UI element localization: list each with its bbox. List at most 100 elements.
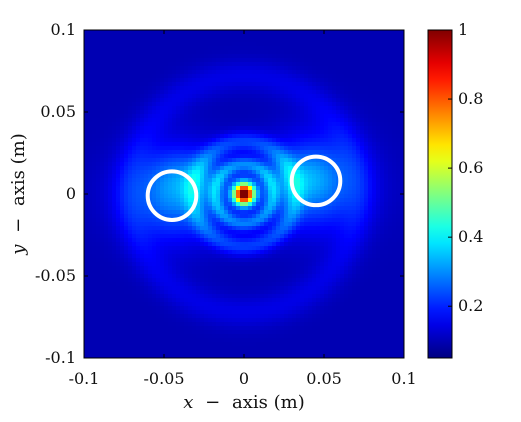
heatmap-cell (204, 206, 209, 211)
heatmap-cell (320, 110, 325, 115)
heatmap-cell (308, 126, 313, 131)
heatmap-cell (220, 226, 225, 231)
heatmap-cell (232, 214, 237, 219)
heatmap-cell (392, 70, 397, 75)
heatmap-cell (128, 94, 133, 99)
heatmap-cell (188, 218, 193, 223)
heatmap-cell (236, 170, 241, 175)
heatmap-cell (152, 226, 157, 231)
heatmap-cell (340, 46, 345, 51)
heatmap-cell (196, 242, 201, 247)
heatmap-cell (216, 102, 221, 107)
heatmap-cell (328, 74, 333, 79)
heatmap-cell (244, 122, 249, 127)
heatmap-cell (224, 230, 229, 235)
heatmap-cell (176, 62, 181, 67)
heatmap-cell (216, 230, 221, 235)
heatmap-cell (396, 50, 401, 55)
heatmap-cell (216, 226, 221, 231)
heatmap-cell (400, 162, 404, 167)
heatmap-cell (212, 278, 217, 283)
heatmap-cell (200, 138, 205, 143)
heatmap-cell (140, 114, 145, 119)
heatmap-cell (256, 226, 261, 231)
heatmap-cell (400, 78, 404, 83)
heatmap-cell (220, 178, 225, 183)
heatmap-cell (292, 194, 297, 199)
heatmap-cell (284, 110, 289, 115)
heatmap-cell (372, 102, 377, 107)
heatmap-cell (228, 178, 233, 183)
heatmap-cell (120, 122, 125, 127)
heatmap-cell (224, 158, 229, 163)
heatmap-cell (256, 62, 261, 67)
heatmap-cell (396, 38, 401, 43)
heatmap-cell (380, 66, 385, 71)
heatmap-cell (344, 106, 349, 111)
heatmap-cell (376, 54, 381, 59)
heatmap-cell (228, 114, 233, 119)
heatmap-cell (200, 98, 205, 103)
heatmap-cell (280, 250, 285, 255)
heatmap-cell (144, 98, 149, 103)
heatmap-cell (324, 226, 329, 231)
heatmap-cell (96, 250, 101, 255)
heatmap-cell (340, 54, 345, 59)
heatmap-cell (124, 218, 129, 223)
heatmap-cell (392, 58, 397, 63)
heatmap-cell (140, 50, 145, 55)
heatmap-cell (348, 58, 353, 63)
heatmap-cell (168, 246, 173, 251)
heatmap-cell (92, 242, 97, 247)
heatmap-cell (172, 190, 177, 195)
heatmap-cell (360, 118, 365, 123)
heatmap-cell (184, 30, 189, 35)
heatmap-cell (372, 114, 377, 119)
heatmap-cell (364, 190, 369, 195)
heatmap-cell (208, 106, 213, 111)
heatmap-cell (192, 178, 197, 183)
heatmap-cell (136, 198, 141, 203)
heatmap-cell (260, 58, 265, 63)
heatmap-cell (392, 250, 397, 255)
heatmap-cell (160, 58, 165, 63)
heatmap-cell (276, 226, 281, 231)
heatmap-cell (204, 218, 209, 223)
heatmap-cell (308, 262, 313, 267)
heatmap-cell (292, 150, 297, 155)
heatmap-cell (156, 158, 161, 163)
heatmap-cell (256, 270, 261, 275)
heatmap-cell (280, 110, 285, 115)
heatmap-cell (332, 70, 337, 75)
heatmap-cell (332, 190, 337, 195)
heatmap-cell (88, 106, 93, 111)
heatmap-cell (84, 202, 89, 207)
heatmap-cell (268, 66, 273, 71)
heatmap-cell (180, 162, 185, 167)
heatmap-cell (376, 254, 381, 259)
heatmap-cell (240, 158, 245, 163)
heatmap-cell (324, 194, 329, 199)
heatmap-cell (116, 38, 121, 43)
heatmap-cell (400, 146, 404, 151)
heatmap-cell (396, 54, 401, 59)
heatmap-cell (236, 174, 241, 179)
heatmap-cell (236, 246, 241, 251)
heatmap-cell (268, 178, 273, 183)
heatmap-cell (388, 154, 393, 159)
heatmap-cell (156, 150, 161, 155)
heatmap-cell (196, 278, 201, 283)
heatmap-cell (232, 238, 237, 243)
heatmap-cell (176, 162, 181, 167)
heatmap-cell (164, 82, 169, 87)
heatmap-cell (352, 246, 357, 251)
heatmap-cell (236, 206, 241, 211)
heatmap-cell (124, 190, 129, 195)
heatmap-cell (136, 182, 141, 187)
heatmap-cell (88, 234, 93, 239)
heatmap-cell (104, 114, 109, 119)
heatmap-cell (200, 70, 205, 75)
heatmap-cell (304, 90, 309, 95)
heatmap-cell (104, 270, 109, 275)
heatmap-cell (320, 234, 325, 239)
